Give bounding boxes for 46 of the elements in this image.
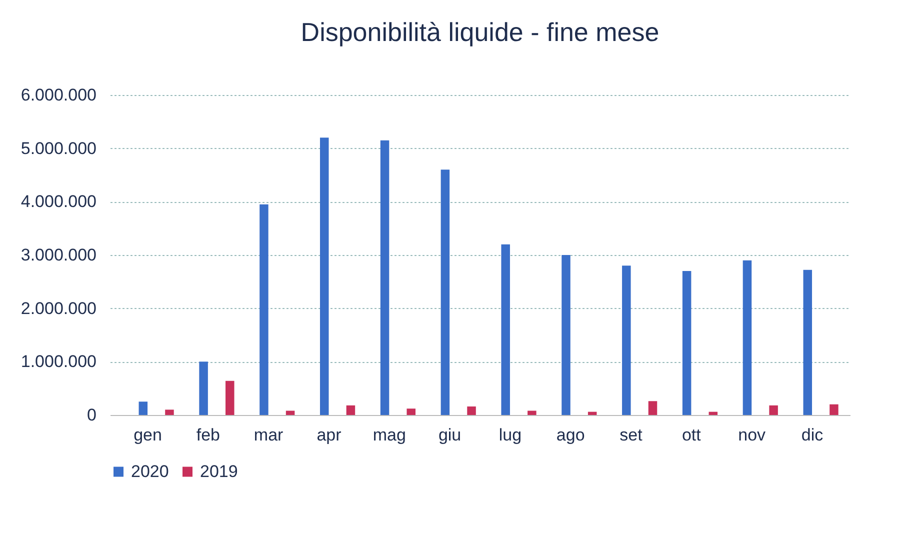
bar [769, 405, 778, 415]
y-tick-label: 6.000.000 [20, 86, 96, 104]
x-tick-label: mar [254, 426, 284, 444]
y-tick-label: 2.000.000 [20, 298, 96, 318]
x-tick-label: giu [438, 426, 462, 444]
x-tick-label: nov [738, 426, 766, 444]
bar [803, 270, 812, 415]
bar [440, 170, 450, 415]
x-tick-label: set [620, 426, 643, 444]
bar [501, 244, 510, 415]
bar [830, 404, 838, 415]
bar [165, 410, 174, 415]
chart-title: Disponibilità liquide - fine mese [300, 17, 660, 47]
bar [346, 405, 356, 415]
x-tick-label: ott [682, 426, 702, 444]
y-tick-label: 1.000.000 [20, 352, 96, 372]
legend-label: 2019 [200, 462, 238, 481]
bar [199, 362, 208, 415]
bar [320, 138, 329, 415]
x-tick-label: lug [498, 426, 522, 444]
bar [648, 401, 658, 415]
y-tick-label: 3.000.000 [20, 246, 96, 264]
bar [467, 406, 476, 415]
bar [528, 410, 536, 415]
y-tick-label: 4.000.000 [20, 192, 96, 212]
y-tick-label: 5.000.000 [20, 138, 96, 158]
x-tick-label: apr [316, 426, 342, 444]
bar [682, 271, 692, 415]
bar [380, 140, 390, 415]
bar [226, 380, 234, 415]
bar [260, 204, 268, 415]
bar [562, 255, 570, 415]
bar [708, 412, 718, 415]
bar [138, 402, 148, 415]
y-tick-label: 0 [87, 406, 96, 424]
x-tick-label: dic [801, 426, 824, 444]
x-tick-label: feb [196, 426, 220, 444]
bar [588, 412, 597, 415]
bar [406, 408, 416, 415]
x-tick-label: mag [372, 426, 406, 444]
x-tick-label: gen [134, 426, 162, 444]
bar [742, 260, 752, 415]
x-tick-label: ago [556, 426, 585, 444]
legend-label: 2020 [131, 462, 169, 481]
bar [622, 266, 631, 415]
bar [286, 410, 295, 415]
